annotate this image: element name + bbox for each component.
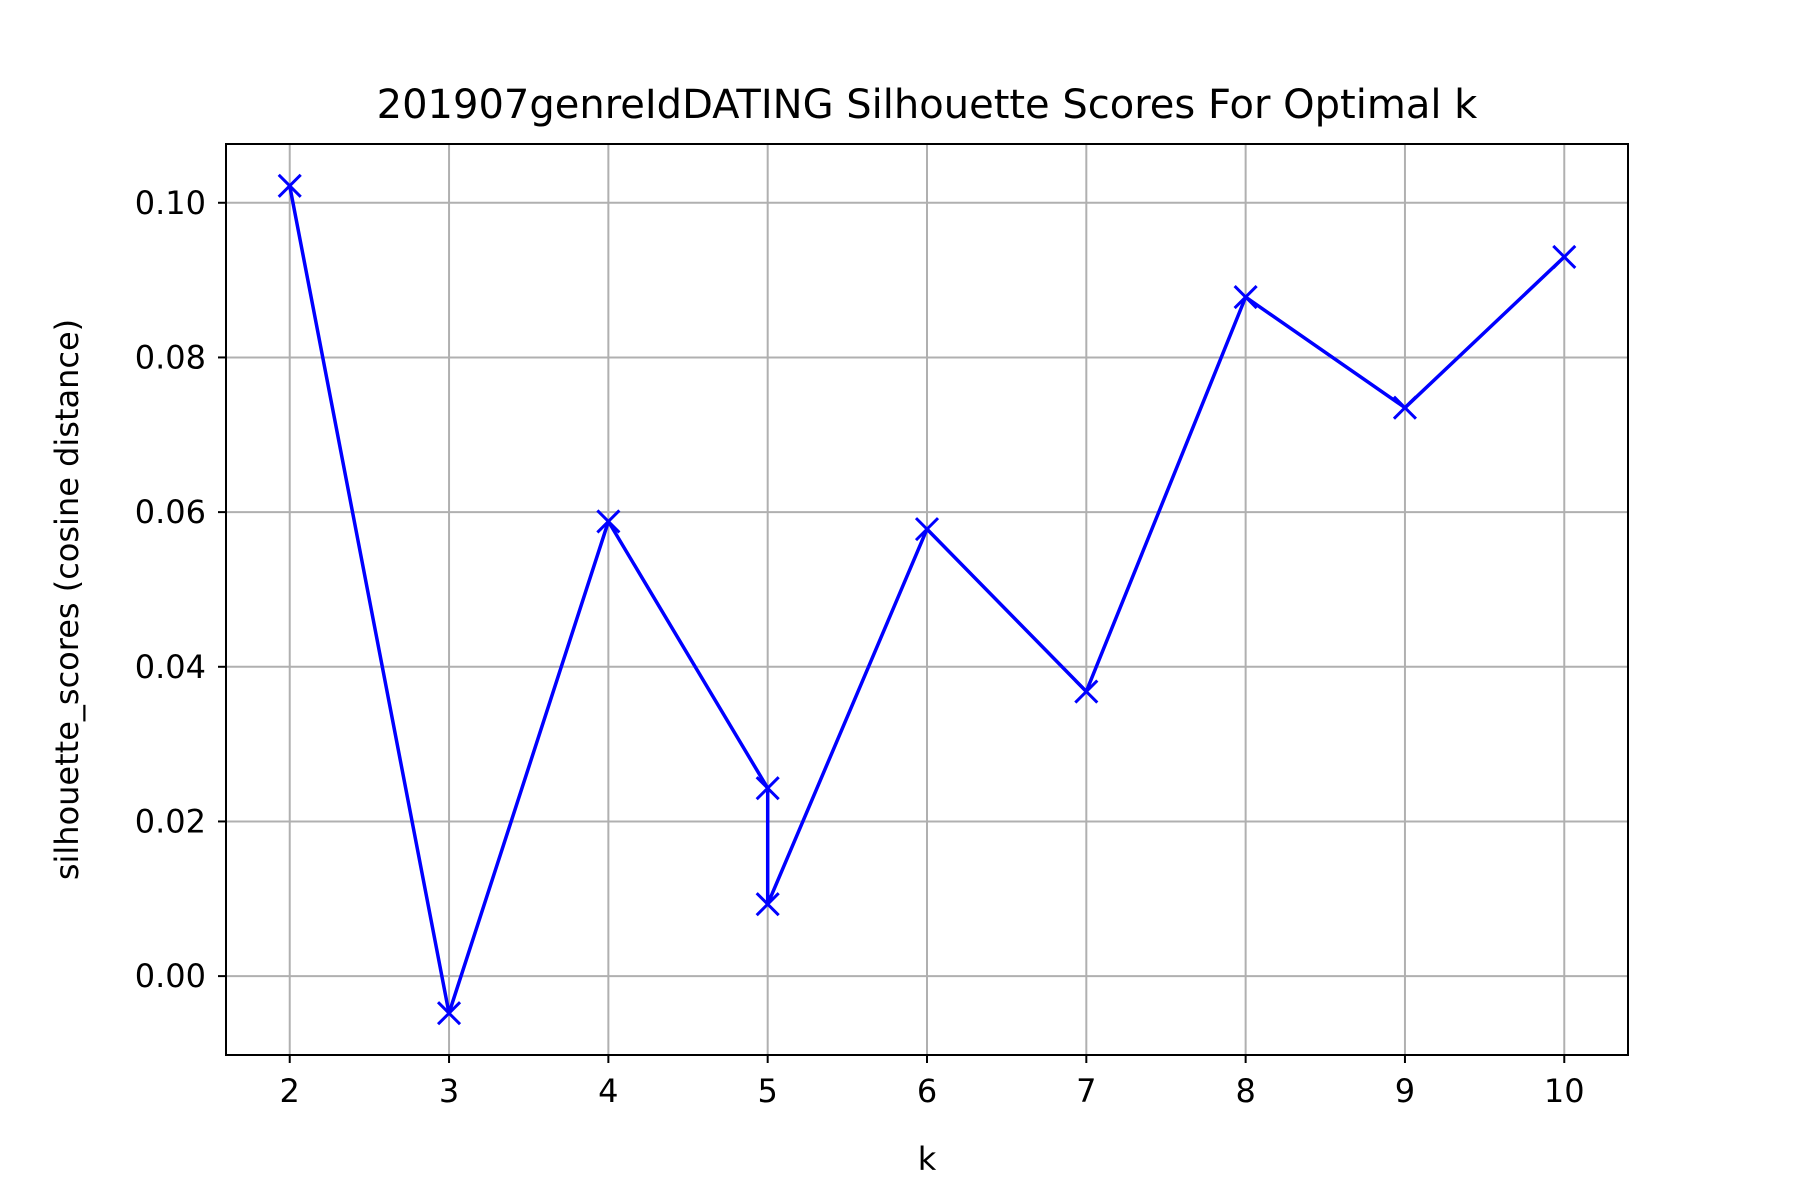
marker-stroke [1392,395,1418,420]
marker-stroke [596,509,621,534]
x-axis-label: k [918,1140,937,1178]
marker-stroke [277,173,302,198]
data-point-marker [436,1001,462,1026]
chart-title: 201907genreIdDATING Silhouette Scores Fo… [377,82,1479,128]
ticks: 2 3 4 5 6 7 8 9 10 0.00 0.02 0.04 0.06 0.08 0.10 [135,184,1585,1110]
x-tick-label: 8 [1235,1072,1255,1110]
marker-stroke [755,892,780,917]
x-tick-label: 5 [758,1072,778,1110]
marker-stroke [1552,244,1577,269]
series-line [287,185,1566,1015]
marker-stroke [1074,679,1099,704]
data-point-marker [755,776,780,801]
data-point-marker [596,509,621,534]
data-point-marker [755,892,780,917]
y-tick-label: 0.10 [135,184,206,222]
x-tick-label: 6 [917,1072,937,1110]
data-point-marker [1074,679,1099,704]
series-layer [277,173,1577,1026]
x-tick-label: 9 [1395,1072,1415,1110]
y-tick-label: 0.00 [135,957,206,995]
y-tick-label: 0.02 [135,802,206,840]
data-point-marker [1233,285,1258,310]
data-point-marker [914,517,940,542]
grid [226,144,1628,1055]
x-tick-label: 10 [1544,1072,1585,1110]
marker-stroke [436,1001,462,1026]
x-tick-label: 2 [280,1072,300,1110]
x-tick-label: 4 [598,1072,618,1110]
x-tick-label: 7 [1076,1072,1096,1110]
y-tick-label: 0.06 [135,493,206,531]
marker-stroke [755,776,780,801]
data-point-marker [1392,395,1418,420]
marker-stroke [914,517,940,542]
y-tick-label: 0.08 [135,338,206,376]
data-point-marker [277,173,302,198]
y-axis-label: silhouette_scores (cosine distance) [48,319,86,880]
data-point-marker [1552,244,1577,269]
marker-stroke [1233,285,1258,310]
x-tick-label: 3 [439,1072,459,1110]
y-tick-label: 0.04 [135,648,206,686]
